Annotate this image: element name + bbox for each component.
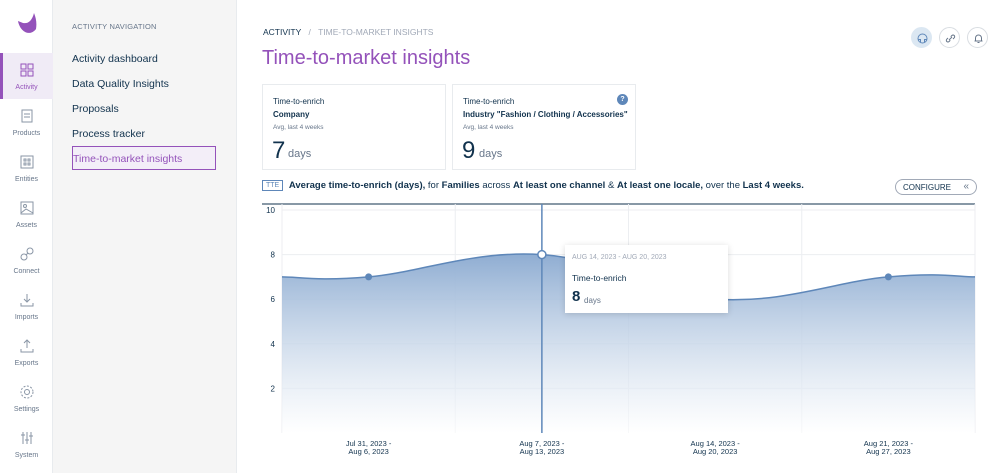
exports-icon xyxy=(20,339,33,353)
kpi-value: 9 xyxy=(462,137,476,164)
nav-label: Settings xyxy=(13,406,40,413)
x-tick-label: Jul 31, 2023 - xyxy=(346,439,392,448)
activity-subnav: ACTIVITY NAVIGATION Activity dashboard D… xyxy=(53,0,237,473)
kpi-label: Time-to-enrich xyxy=(273,97,325,106)
chart-tooltip: AUG 14, 2023 - AUG 20, 2023 Time-to-enri… xyxy=(565,245,728,313)
kpi-entity: Company xyxy=(273,110,310,119)
main-nav-rail: Activity Products Entities Assets Connec… xyxy=(0,0,53,473)
breadcrumb-separator: / xyxy=(308,27,311,37)
subnav-item-time-to-market-insights[interactable]: Time-to-market insights xyxy=(72,146,216,170)
kpi-card-company: Time-to-enrich Company Avg, last 4 weeks… xyxy=(262,84,446,170)
text-over: over the xyxy=(705,180,740,191)
x-tick-label: Aug 20, 2023 xyxy=(693,447,738,456)
double-chevron-left-icon: « xyxy=(963,181,969,192)
nav-label: Assets xyxy=(15,222,37,229)
text-for: for xyxy=(427,180,439,191)
kpi-unit: days xyxy=(288,148,312,160)
nav-activity[interactable]: Activity xyxy=(0,53,53,99)
kpi-unit: days xyxy=(479,148,503,160)
y-tick-label: 8 xyxy=(271,251,276,260)
nav-label: Connect xyxy=(13,268,40,275)
connect-icon xyxy=(20,247,33,261)
tooltip-value: 8 xyxy=(572,288,581,305)
period-selector[interactable]: Last 4 weeks. xyxy=(742,180,804,191)
subnav-item-proposals[interactable]: Proposals xyxy=(72,103,119,115)
time-to-enrich-chart: 2 4 6 8 10 Jul 31, 2023 -Aug 6, 2023 Aug 7, 20… xyxy=(262,203,976,456)
x-tick-label: Aug 7, 2023 - xyxy=(519,439,565,448)
subnav-item-data-quality-insights[interactable]: Data Quality Insights xyxy=(72,78,169,90)
chart-description: TTE Average time-to-enrich (days), for F… xyxy=(262,180,804,191)
breadcrumb-activity[interactable]: ACTIVITY xyxy=(263,27,302,37)
nav-entities[interactable]: Entities xyxy=(0,145,53,191)
tte-badge: TTE xyxy=(262,180,284,191)
data-point xyxy=(884,273,892,281)
products-icon xyxy=(21,109,32,123)
x-tick-label: Aug 6, 2023 xyxy=(348,447,388,456)
y-tick-label: 2 xyxy=(271,384,276,393)
metric-selector[interactable]: Average time-to-enrich (days), xyxy=(288,180,426,191)
series-area xyxy=(282,254,975,433)
nav-label: System xyxy=(14,452,39,459)
data-point-highlighted xyxy=(537,249,547,260)
page-title: Time-to-market insights xyxy=(262,47,471,69)
nav-connect[interactable]: Connect xyxy=(0,237,53,283)
y-tick-label: 6 xyxy=(271,295,276,304)
subnav-title: ACTIVITY NAVIGATION xyxy=(72,22,157,31)
x-tick-label: Aug 21, 2023 - xyxy=(864,439,914,448)
copy-link-button[interactable] xyxy=(939,27,960,48)
entities-icon xyxy=(20,155,33,169)
data-point xyxy=(365,273,373,281)
nav-system[interactable]: System xyxy=(0,421,53,467)
nav-imports[interactable]: Imports xyxy=(0,283,53,329)
kpi-card-industry: ? Time-to-enrich Industry "Fashion / Clo… xyxy=(452,84,636,170)
breadcrumb-current: TIME-TO-MARKET INSIGHTS xyxy=(318,27,434,37)
help-icon[interactable]: ? xyxy=(617,94,628,105)
tooltip-range: AUG 14, 2023 - AUG 20, 2023 xyxy=(572,254,667,261)
kpi-period: Avg, last 4 weeks xyxy=(463,124,514,131)
activity-icon xyxy=(20,63,33,77)
main-content: ACTIVITY / TIME-TO-MARKET INSIGHTS Time-… xyxy=(237,0,1000,473)
x-tick-label: Aug 13, 2023 xyxy=(520,447,565,456)
nav-settings[interactable]: Settings xyxy=(0,375,53,421)
assets-icon xyxy=(20,201,33,215)
nav-label: Activity xyxy=(15,84,38,91)
imports-icon xyxy=(20,294,33,307)
kpi-value: 7 xyxy=(272,137,286,164)
notifications-button[interactable] xyxy=(967,27,988,48)
breadcrumb: ACTIVITY / TIME-TO-MARKET INSIGHTS xyxy=(263,27,433,37)
nav-label: Products xyxy=(12,130,41,137)
nav-products[interactable]: Products xyxy=(0,99,53,145)
locale-selector[interactable]: At least one locale, xyxy=(616,180,704,191)
nav-label: Imports xyxy=(14,314,39,321)
entity-selector[interactable]: Families xyxy=(441,180,480,191)
tooltip-label: Time-to-enrich xyxy=(572,273,627,283)
nav-label: Entities xyxy=(15,176,38,183)
bell-icon xyxy=(974,34,983,43)
nav-exports[interactable]: Exports xyxy=(0,329,53,375)
x-tick-label: Aug 14, 2023 - xyxy=(691,439,741,448)
settings-icon xyxy=(20,385,33,399)
configure-label: CONFIGURE xyxy=(903,183,951,192)
help-center-button[interactable] xyxy=(911,27,932,48)
kpi-entity: Industry "Fashion / Clothing / Accessori… xyxy=(463,110,628,119)
subnav-item-process-tracker[interactable]: Process tracker xyxy=(72,128,145,140)
channel-selector[interactable]: At least one channel xyxy=(512,180,606,191)
y-tick-label: 10 xyxy=(266,206,275,215)
help-center-icon xyxy=(917,33,928,44)
text-across: across xyxy=(482,180,511,191)
tooltip-unit: days xyxy=(584,296,601,305)
kpi-label: Time-to-enrich xyxy=(463,97,515,106)
system-icon xyxy=(20,432,33,444)
link-icon xyxy=(945,34,956,43)
text-amp: & xyxy=(607,180,615,191)
configure-button[interactable]: CONFIGURE « xyxy=(895,179,977,195)
akeneo-logo[interactable] xyxy=(15,12,39,36)
subnav-item-activity-dashboard[interactable]: Activity dashboard xyxy=(72,53,158,65)
y-tick-label: 4 xyxy=(271,340,276,349)
nav-assets[interactable]: Assets xyxy=(0,191,53,237)
kpi-period: Avg, last 4 weeks xyxy=(273,124,324,131)
x-tick-label: Aug 27, 2023 xyxy=(866,447,911,456)
nav-label: Exports xyxy=(14,360,39,367)
